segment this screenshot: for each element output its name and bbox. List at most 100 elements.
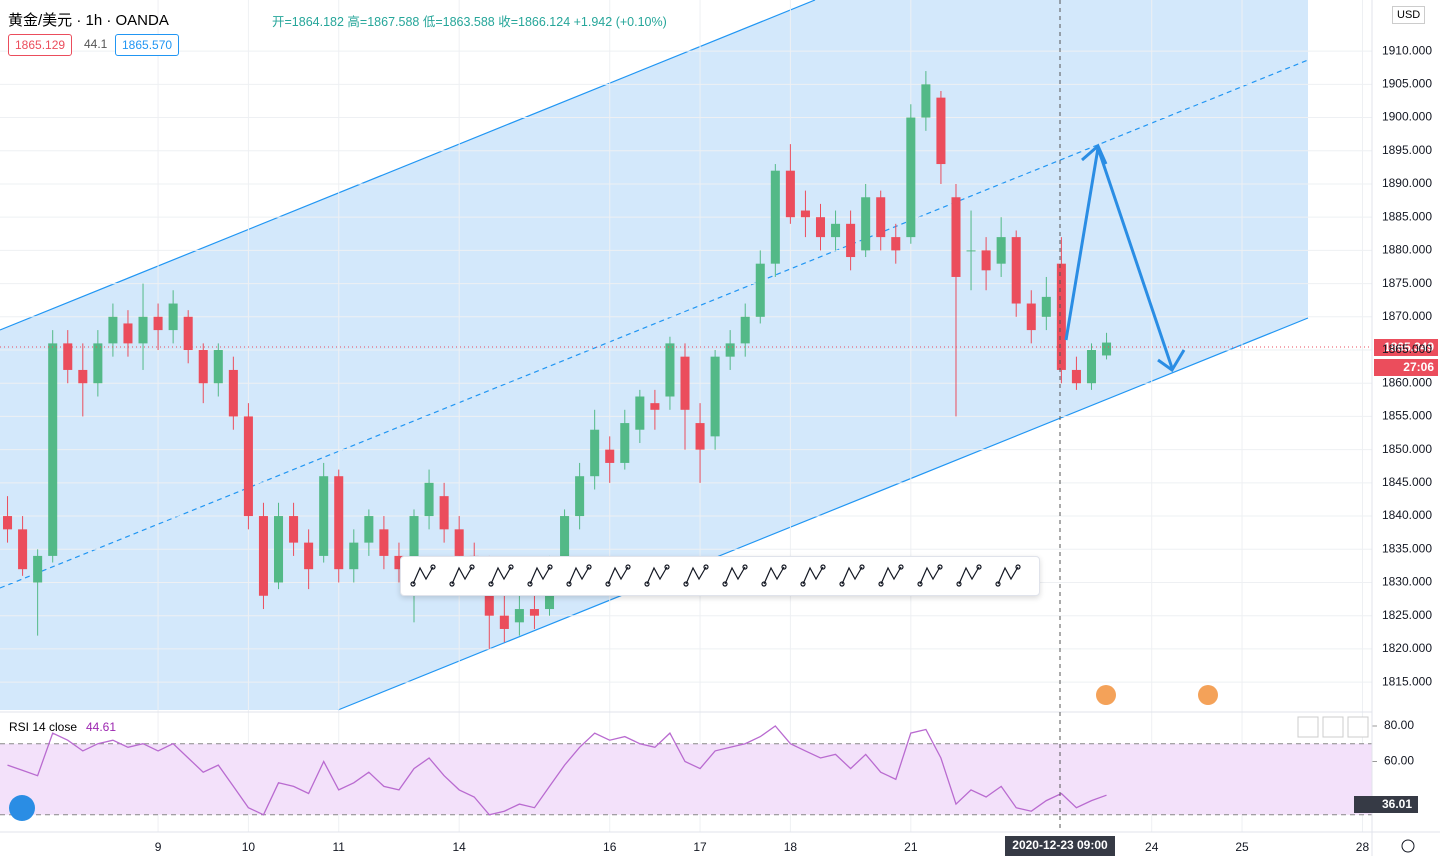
candle-body (33, 555, 43, 583)
toolbar-button[interactable] (566, 564, 592, 587)
candle-body (78, 369, 88, 384)
toolbar-button[interactable] (683, 564, 709, 587)
y-tick-label: 1855.000 (1382, 409, 1432, 423)
y-tick-label: 1900.000 (1382, 110, 1432, 124)
tool-icon (859, 564, 865, 570)
toolbar-button[interactable] (605, 564, 631, 587)
rsi-box (1354, 796, 1418, 813)
y-tick-label: 1845.000 (1382, 475, 1432, 489)
toolbar-button[interactable] (644, 564, 670, 587)
candle-body (123, 323, 133, 344)
candle-body (740, 316, 750, 344)
candle-body (394, 555, 404, 570)
tool-icon (449, 581, 455, 587)
toolbar-button[interactable] (449, 564, 475, 587)
candle-body (138, 316, 148, 344)
toolbar-button[interactable] (917, 564, 943, 587)
channel-mid (0, 59, 1309, 589)
tool-icon (508, 564, 514, 570)
x-tick-label: 16 (603, 840, 617, 854)
toolbar-button[interactable] (410, 564, 436, 587)
candle-body (560, 516, 570, 570)
candle-body (680, 356, 690, 410)
toolbar-button[interactable] (761, 564, 787, 587)
candle-body (3, 516, 13, 530)
settings-icon[interactable] (1401, 839, 1415, 853)
price-label: 1865.349 (1384, 340, 1434, 354)
candle-body (1011, 237, 1021, 304)
candle-body (590, 429, 600, 477)
symbol[interactable]: 黄金/美元 · 1h · OANDA (8, 12, 169, 29)
tool-icon (781, 564, 787, 570)
x-tick-label: 28 (1356, 840, 1370, 854)
candle-body (936, 97, 946, 165)
toolbar-icons (410, 564, 1021, 587)
candle-body (710, 356, 720, 437)
toolbar-button[interactable] (839, 564, 865, 587)
tool-icon (646, 566, 668, 585)
toolbar-button[interactable] (995, 564, 1021, 587)
candle-body (575, 476, 585, 517)
candle-body (1086, 350, 1096, 384)
arrow-head (1081, 143, 1108, 165)
x-tick-label: 18 (784, 840, 798, 854)
candle-body (635, 396, 645, 430)
toolbar-button[interactable] (527, 564, 553, 587)
tool-icon (880, 566, 902, 585)
y-tick-label: 1870.000 (1382, 309, 1432, 323)
y-tick-label: 1835.000 (1382, 541, 1432, 555)
x-tick-label: 21 (904, 840, 918, 854)
candle-body (861, 197, 871, 251)
candle-body (996, 237, 1006, 264)
candle-body (770, 170, 780, 264)
countdown-box (1374, 359, 1438, 376)
tool-icon (566, 581, 572, 587)
event-icon[interactable] (1096, 685, 1116, 705)
pane-maximize[interactable] (1347, 716, 1369, 738)
pane-up[interactable] (1297, 716, 1319, 738)
y-tick-label: 1875.000 (1382, 276, 1432, 290)
tool-icon (997, 566, 1019, 585)
tool-icon (724, 566, 746, 585)
toolbar-button[interactable] (722, 564, 748, 587)
tool-icon (412, 566, 434, 585)
y-tick-label: 1895.000 (1382, 143, 1432, 157)
candle-body (454, 529, 464, 556)
candle-body (951, 197, 961, 277)
toolbar-button[interactable] (488, 564, 514, 587)
candle-body (650, 403, 660, 410)
candle-body (424, 482, 434, 517)
candle-body (815, 217, 826, 238)
tool-icon (607, 566, 629, 585)
candle-body (334, 476, 344, 570)
candle-body (319, 476, 329, 556)
x-tick-label: 11 (333, 840, 346, 854)
event-icon[interactable] (1198, 685, 1218, 705)
toolbar-button[interactable] (878, 564, 904, 587)
tool-icon (919, 566, 941, 585)
tool-icon (547, 564, 553, 570)
ask[interactable]: 1865.570 (115, 34, 180, 56)
bid[interactable]: 1865.129 (8, 34, 73, 56)
pane-close[interactable] (1322, 716, 1344, 738)
channel-top (0, 0, 816, 331)
currency[interactable]: USD (1392, 6, 1426, 24)
candle-body (1026, 303, 1036, 331)
tool-icon (839, 581, 845, 587)
tool-icon (878, 581, 884, 587)
y-tick-label: 1850.000 (1382, 442, 1432, 456)
tool-icon (410, 581, 416, 587)
price-box (1374, 339, 1438, 356)
arrow-head (1157, 349, 1186, 373)
y-tick-label: 1910.000 (1382, 43, 1432, 57)
candle-body (213, 350, 223, 384)
rsi-last: 36.01 (1382, 797, 1412, 811)
toolbar-button[interactable] (800, 564, 826, 587)
candle-body (274, 516, 284, 583)
candle-body (153, 316, 163, 331)
candle-body (1102, 342, 1112, 356)
candle-body (620, 423, 630, 463)
rsi-line (7, 725, 1107, 816)
toolbar-button[interactable] (956, 564, 982, 587)
candle-body (695, 423, 705, 450)
